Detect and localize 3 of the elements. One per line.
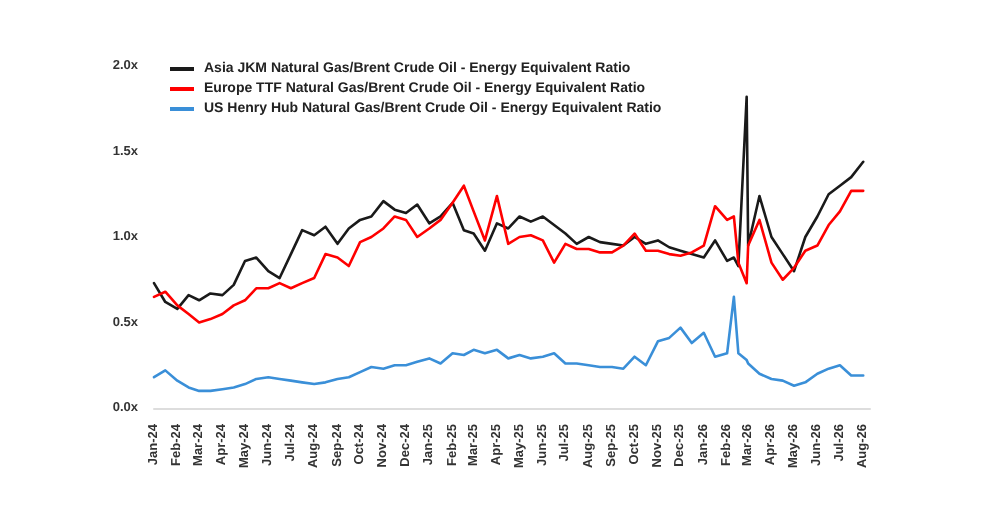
line-series (152, 295, 865, 393)
line-series (152, 184, 865, 324)
line-series (152, 95, 865, 311)
